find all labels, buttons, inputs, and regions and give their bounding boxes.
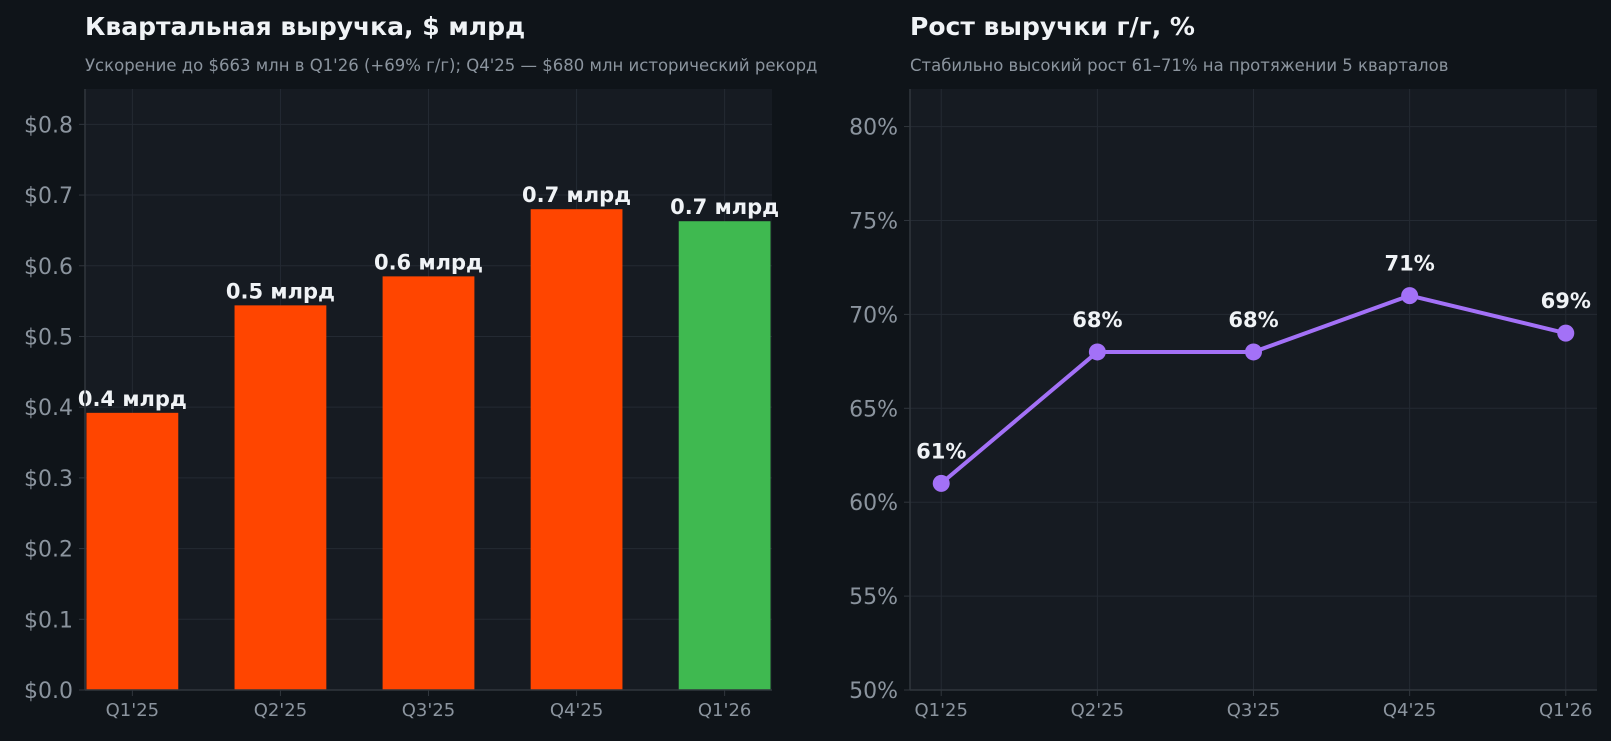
growth-data-label: 68% (1072, 308, 1122, 332)
bar-chart-y-tick-label: $0.1 (24, 608, 73, 633)
line-chart-y-tick-label: 70% (849, 303, 898, 328)
bar-chart-x-tick-label: Q4'25 (550, 700, 603, 721)
revenue-bar-chart: $0.0 $0.1 $0.2 $0.3 $0.4 $0.5 $0.6 $0.7 $0.8 0.4 … (24, 89, 779, 721)
line-chart-x-tick-label: Q4'25 (1383, 700, 1436, 721)
right-chart-title: Рост выручки г/г, % (910, 12, 1195, 41)
right-chart-subtitle: Стабильно высокий рост 61–71% на протяже… (910, 56, 1448, 75)
growth-data-label: 68% (1228, 308, 1278, 332)
line-chart-y-tick-label: 50% (849, 679, 898, 704)
bar-chart-y-tick-label: $0.2 (24, 538, 73, 563)
bar-data-label: 0.5 млрд (226, 279, 335, 303)
line-chart-x-tick-label: Q1'26 (1539, 700, 1592, 721)
line-chart-x-tick-label: Q1'25 (914, 700, 967, 721)
growth-point-5 (1557, 324, 1575, 342)
bar-data-label: 0.7 млрд (670, 195, 779, 219)
growth-data-label: 71% (1385, 252, 1435, 276)
bar-data-label: 0.7 млрд (522, 183, 631, 207)
bar-chart-y-tick-label: $0.3 (24, 467, 73, 492)
growth-point-4 (1401, 287, 1419, 305)
growth-line-chart: 50% 55% 60% 65% 70% 75% 80% Q1'25 Q2'25 Q3'25 Q4'2… (849, 89, 1597, 721)
bar-chart-x-tick-label: Q2'25 (254, 700, 307, 721)
growth-point-1 (932, 474, 950, 492)
bar-chart-x-tick-label: Q1'26 (698, 700, 751, 721)
bar-chart-y-tick-label: $0.7 (24, 184, 73, 209)
bar-5 (678, 221, 771, 690)
left-chart-subtitle: Ускорение до $663 млн в Q1'26 (+69% г/г)… (85, 56, 817, 75)
line-chart-y-tick-label: 80% (849, 116, 898, 141)
bar-chart-y-tick-label: $0.8 (24, 113, 73, 138)
line-chart-y-tick-label: 75% (849, 209, 898, 234)
bar-chart-y-tick-label: $0.5 (24, 325, 73, 350)
bar-chart-y-tick-label: $0.0 (24, 679, 73, 704)
bar-chart-y-tick-label: $0.4 (24, 396, 73, 421)
line-chart-y-tick-label: 55% (849, 585, 898, 610)
line-chart-x-tick-label: Q2'25 (1071, 700, 1124, 721)
growth-data-label: 61% (916, 439, 966, 463)
line-chart-y-tick-label: 60% (849, 491, 898, 516)
growth-data-label: 69% (1541, 289, 1591, 313)
growth-point-3 (1245, 343, 1262, 361)
bar-chart-x-tick-label: Q3'25 (402, 700, 455, 721)
bar-4 (530, 209, 623, 690)
bar-chart-x-tick-label: Q1'25 (106, 700, 159, 721)
growth-point-2 (1088, 343, 1106, 361)
left-chart-title: Квартальная выручка, $ млрд (85, 12, 525, 41)
bar-2 (234, 305, 327, 690)
bar-data-label: 0.6 млрд (374, 250, 483, 274)
bar-data-label: 0.4 млрд (78, 387, 187, 411)
line-chart-x-tick-label: Q3'25 (1227, 700, 1280, 721)
bar-3 (382, 276, 475, 690)
bar-1 (86, 412, 179, 690)
line-chart-y-tick-label: 65% (849, 397, 898, 422)
bar-chart-y-tick-label: $0.6 (24, 255, 73, 280)
